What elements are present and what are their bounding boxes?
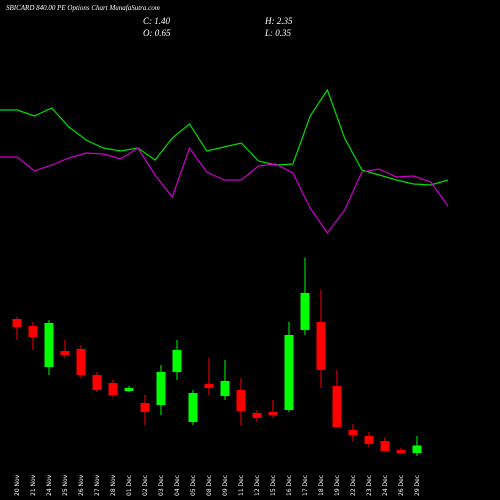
x-tick-label: 18 Dec xyxy=(318,475,325,496)
x-tick-label: 21 Nov xyxy=(30,474,37,496)
candle-body xyxy=(348,430,358,435)
open-label: O: 0.65 xyxy=(143,28,171,38)
x-tick-label: 19 Dec xyxy=(334,475,341,496)
indicator-line xyxy=(0,146,449,235)
x-tick-label: 03 Dec xyxy=(158,475,165,496)
chart-title: SBICARD 840.00 PE Options Chart MunafaSu… xyxy=(6,4,160,12)
indicator-line xyxy=(0,88,449,186)
x-tick-label: 28 Nov xyxy=(110,474,117,496)
candle-body xyxy=(12,319,22,327)
x-tick-label: 26 Dec xyxy=(398,475,405,496)
candle-body xyxy=(380,441,390,451)
candle-body xyxy=(108,383,118,395)
candle-body xyxy=(60,351,70,355)
candle-body xyxy=(172,350,182,372)
x-tick-label: 05 Dec xyxy=(190,475,197,496)
x-tick-label: 15 Dec xyxy=(270,475,277,496)
x-tick-label: 01 Dec xyxy=(126,475,133,496)
candle-body xyxy=(44,323,54,367)
candle-body xyxy=(140,403,150,412)
candle-body xyxy=(28,326,38,337)
x-tick-label: 29 Dec xyxy=(414,475,421,496)
x-tick-label: 27 Nov xyxy=(94,474,101,496)
x-tick-label: 25 Nov xyxy=(62,474,69,496)
x-tick-label: 17 Dec xyxy=(302,475,309,496)
candle-body xyxy=(188,393,198,422)
candle-body xyxy=(124,388,134,391)
x-tick-label: 04 Dec xyxy=(174,475,181,496)
close-label: C: 1.40 xyxy=(143,16,171,26)
candle-body xyxy=(252,413,262,418)
x-tick-label: 12 Dec xyxy=(254,475,261,496)
candle-body xyxy=(364,436,374,444)
x-tick-label: 22 Dec xyxy=(350,475,357,496)
low-label: L: 0.35 xyxy=(264,28,292,38)
x-tick-label: 02 Dec xyxy=(142,475,149,496)
x-tick-label: 23 Dec xyxy=(366,475,373,496)
candle-body xyxy=(92,375,102,390)
x-tick-label: 24 Dec xyxy=(382,475,389,496)
candle-body xyxy=(284,335,294,410)
candle-body xyxy=(332,386,342,427)
candle-body xyxy=(220,381,230,396)
high-label: H: 2.35 xyxy=(264,16,293,26)
x-tick-label: 20 Nov xyxy=(14,474,21,496)
x-tick-label: 24 Nov xyxy=(46,474,53,496)
x-tick-label: 09 Dec xyxy=(222,475,229,496)
candle-body xyxy=(156,372,166,405)
x-tick-label: 08 Dec xyxy=(206,475,213,496)
x-tick-label: 11 Dec xyxy=(238,475,245,496)
candle-body xyxy=(204,384,214,388)
x-tick-label: 16 Dec xyxy=(286,475,293,496)
candle-body xyxy=(396,450,406,453)
candle-body xyxy=(268,412,278,415)
candle-body xyxy=(316,322,326,370)
candle-body xyxy=(412,445,422,453)
candle-body xyxy=(300,293,310,330)
candle-body xyxy=(76,349,86,375)
candle-body xyxy=(236,390,246,411)
x-tick-label: 26 Nov xyxy=(78,474,85,496)
